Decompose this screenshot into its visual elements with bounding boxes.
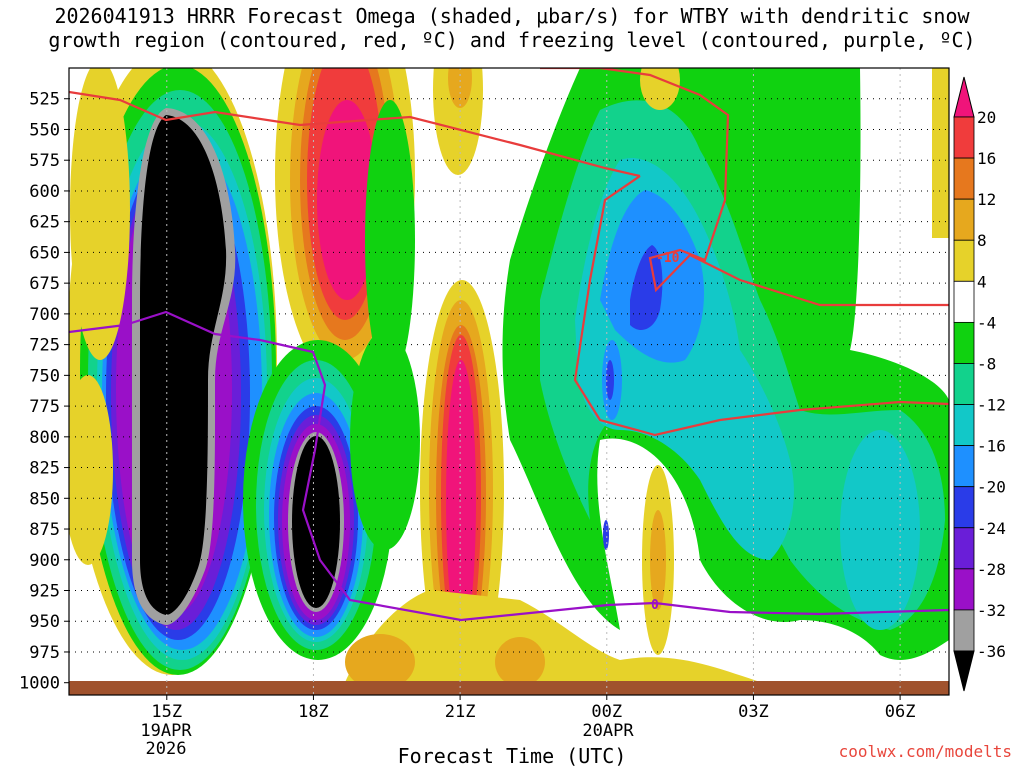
y-tick-label: 700 bbox=[29, 305, 60, 325]
colorbar-top-arrow bbox=[953, 76, 975, 118]
colorbar-label: -28 bbox=[977, 560, 1006, 579]
y-tick-label: 800 bbox=[29, 428, 60, 448]
y-tick-label: 575 bbox=[29, 151, 60, 171]
colorbar-swatch bbox=[953, 280, 975, 323]
credit-link[interactable]: coolwx.com/modelts bbox=[838, 742, 1012, 761]
y-tick-label: 600 bbox=[29, 182, 60, 202]
y-tick-label: 750 bbox=[29, 366, 60, 386]
colorbar-swatch bbox=[953, 239, 975, 282]
chart-title: 2026041913 HRRR Forecast Omega (shaded, … bbox=[0, 4, 1024, 52]
y-tick-label: 625 bbox=[29, 213, 60, 233]
colorbar-label: 16 bbox=[977, 149, 996, 168]
contours: -10 0 bbox=[69, 68, 949, 622]
colorbar-swatch bbox=[953, 321, 975, 364]
x-tick-label: 18Z bbox=[298, 702, 329, 722]
y-tick-label: 925 bbox=[29, 582, 60, 602]
x-tick-label: 21Z bbox=[445, 702, 476, 722]
colorbar-swatch bbox=[953, 527, 975, 570]
y-tick-label: 525 bbox=[29, 90, 60, 110]
colorbar-swatch bbox=[953, 404, 975, 447]
colorbar-swatch bbox=[953, 157, 975, 200]
colorbar-swatch bbox=[953, 198, 975, 241]
colorbar-label: 4 bbox=[977, 272, 987, 291]
title-line-1: 2026041913 HRRR Forecast Omega (shaded, … bbox=[54, 4, 970, 28]
dgz-contour-line bbox=[69, 90, 641, 178]
y-tick-label: 900 bbox=[29, 551, 60, 571]
omega-region bbox=[70, 68, 130, 360]
omega-region bbox=[650, 510, 666, 610]
omega-region bbox=[365, 100, 415, 380]
colorbar-label: -36 bbox=[977, 642, 1006, 661]
y-tick-label: 975 bbox=[29, 643, 60, 663]
omega-region bbox=[630, 245, 663, 330]
colorbar-label: -16 bbox=[977, 437, 1006, 456]
colorbar-bottom-arrow bbox=[953, 650, 975, 692]
x-tick-label: 00Z bbox=[591, 702, 622, 722]
x-date-label: 19APR bbox=[140, 721, 192, 741]
dgz-contour-line bbox=[540, 68, 949, 307]
omega-region bbox=[140, 115, 227, 615]
colorbar-label: -4 bbox=[977, 313, 996, 332]
omega-region bbox=[606, 360, 614, 400]
title-line-2: growth region (contoured, red, ºC) and f… bbox=[48, 28, 976, 52]
x-tick-label: 06Z bbox=[885, 702, 916, 722]
colorbar-label: -20 bbox=[977, 478, 1006, 497]
colorbar-swatch bbox=[953, 363, 975, 405]
omega-region bbox=[317, 100, 377, 300]
omega-region bbox=[345, 634, 415, 690]
contour-label-freezing: 0 bbox=[651, 598, 659, 613]
x-date-label: 20APR bbox=[582, 721, 634, 741]
omega-region bbox=[446, 360, 476, 640]
y-tick-label: 550 bbox=[29, 120, 60, 140]
colorbar-swatch bbox=[953, 609, 975, 652]
x-year-label: 2026 bbox=[146, 739, 187, 759]
colorbar-label: 12 bbox=[977, 190, 996, 209]
omega-region bbox=[69, 375, 113, 565]
colorbar-swatch bbox=[953, 486, 975, 529]
y-tick-label: 875 bbox=[29, 520, 60, 540]
freezing-level-line bbox=[69, 310, 949, 622]
colorbar-label: -32 bbox=[977, 601, 1006, 620]
y-axis: 525 550 575 600 625 650 675 700 725 750 775 800 825 8… bbox=[19, 90, 69, 694]
omega-region bbox=[340, 590, 770, 695]
plot-field bbox=[69, 68, 949, 695]
omega-region bbox=[640, 68, 680, 110]
colorbar-swatch bbox=[953, 568, 975, 611]
y-tick-label: 775 bbox=[29, 397, 60, 417]
colorbar-swatch bbox=[953, 445, 975, 488]
colorbar-label: -24 bbox=[977, 519, 1006, 538]
omega-region bbox=[292, 436, 340, 608]
plot-frame bbox=[68, 67, 950, 696]
y-tick-label: 950 bbox=[29, 612, 60, 632]
colorbar-label: 8 bbox=[977, 231, 987, 250]
grid-lines bbox=[69, 68, 949, 695]
omega-region bbox=[932, 68, 949, 238]
colorbar-swatch bbox=[953, 116, 975, 159]
colorbar: 20 16 12 8 4 -4 -8 -12 -16 -20 -24 -28 -32 -36 bbox=[953, 76, 1006, 692]
x-tick-label: 15Z bbox=[151, 702, 182, 722]
x-axis: 15Z 18Z 21Z 00Z 03Z 06Z bbox=[151, 695, 915, 722]
y-tick-label: 825 bbox=[29, 459, 60, 479]
y-tick-label: 725 bbox=[29, 336, 60, 356]
contour-label-dgz: -10 bbox=[656, 251, 680, 266]
omega-region bbox=[840, 430, 920, 630]
y-tick-label: 650 bbox=[29, 243, 60, 263]
dgz-contour-line bbox=[573, 175, 949, 437]
x-axis-title: Forecast Time (UTC) bbox=[397, 744, 627, 768]
y-tick-label: 850 bbox=[29, 489, 60, 509]
x-tick-label: 03Z bbox=[738, 702, 769, 722]
omega-region bbox=[433, 68, 483, 175]
omega-region bbox=[350, 330, 420, 550]
omega-region bbox=[495, 637, 545, 687]
colorbar-label: -8 bbox=[977, 354, 996, 373]
colorbar-label: 20 bbox=[977, 108, 996, 127]
y-tick-label: 1000 bbox=[19, 674, 60, 694]
y-tick-label: 675 bbox=[29, 274, 60, 294]
colorbar-label: -12 bbox=[977, 396, 1006, 415]
omega-region bbox=[603, 520, 609, 550]
terrain bbox=[69, 681, 949, 695]
